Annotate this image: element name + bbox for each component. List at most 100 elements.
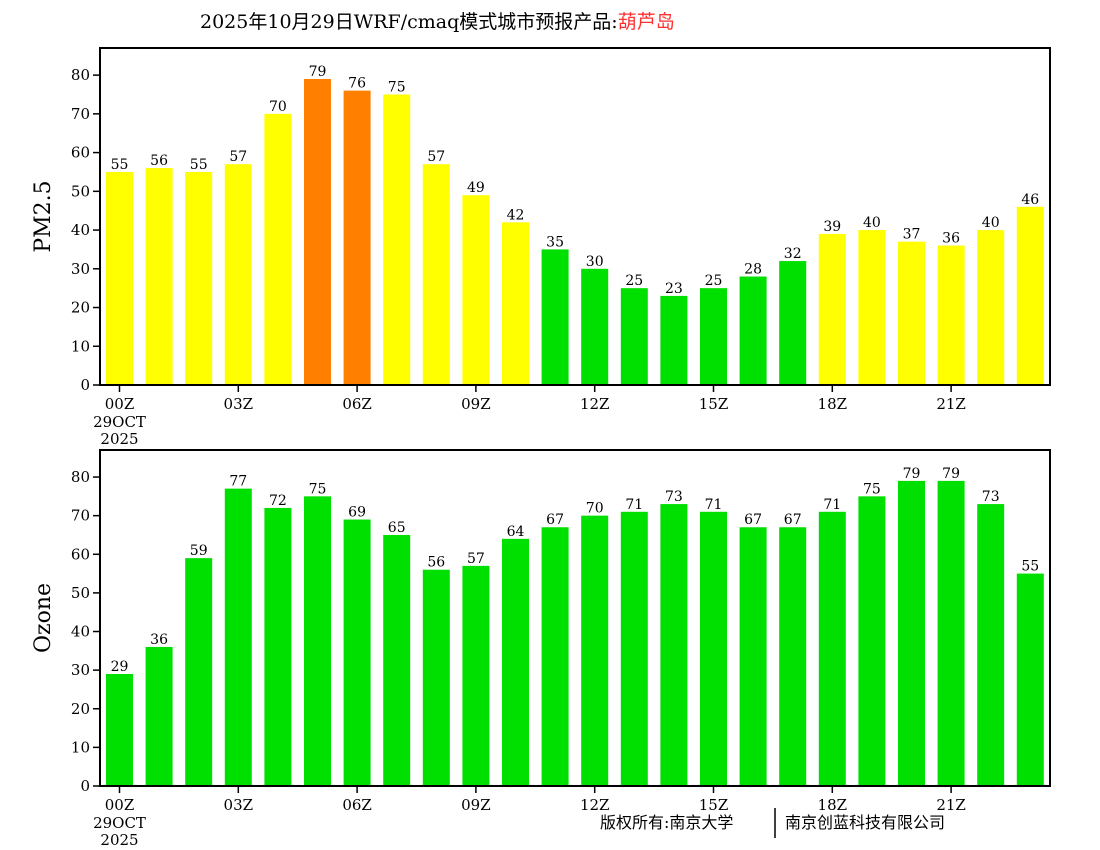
pm25-bar-label: 46 (1021, 192, 1039, 208)
ozone-bar (660, 504, 688, 786)
footer-right: 南京创蓝科技有限公司 (785, 813, 945, 832)
ozone-bar (383, 534, 411, 786)
pm25-ytick-label: 30 (71, 260, 90, 278)
ozone-ytick-label: 60 (71, 545, 90, 563)
pm25-ytick-label: 50 (71, 182, 90, 200)
pm25-xtick-label: 21Z (936, 395, 966, 413)
ozone-bar-label: 71 (823, 497, 841, 513)
ozone-bar-label: 70 (586, 501, 604, 517)
pm25-bar (106, 171, 133, 385)
pm25-bar (858, 230, 886, 385)
chart-title: 2025年10月29日WRF/cmaq模式城市预报产品:葫芦岛 (200, 11, 675, 33)
pm25-bar-label: 36 (942, 231, 960, 247)
ozone-bar-label: 67 (744, 512, 762, 528)
pm25-ylabel: PM2.5 (31, 180, 56, 252)
pm25-bar (818, 233, 846, 385)
pm25-xtick-label: 09Z (461, 395, 491, 413)
pm25-date-label: 2025 (100, 430, 138, 448)
pm25-panel: 55 56 55 57 70 79 76 75 57 49 42 35 30 25 23 25 28 32 39 40… (31, 47, 1051, 448)
ozone-bar-label: 75 (863, 481, 881, 497)
ozone-bar-label: 67 (784, 512, 802, 528)
ozone-bar-label: 57 (467, 551, 485, 567)
pm25-bar-label: 55 (190, 157, 208, 173)
ozone-bar (422, 569, 450, 786)
pm25-xtick-label: 03Z (224, 395, 254, 413)
ozone-xtick-label: 00Z (105, 796, 135, 814)
pm25-bar (422, 164, 450, 385)
pm25-xtick-label: 06Z (342, 395, 372, 413)
footer-left: 版权所有:南京大学 (600, 813, 733, 832)
ozone-bar (145, 646, 173, 786)
pm25-bar-label: 25 (625, 273, 643, 289)
ozone-xtick-label: 06Z (342, 796, 372, 814)
ozone-date-label: 29OCT (93, 814, 146, 832)
pm25-bar-label: 37 (903, 227, 921, 243)
pm25-ytick-label: 80 (71, 66, 90, 84)
ozone-xtick-label: 21Z (936, 796, 966, 814)
pm25-bar-label: 70 (269, 99, 287, 115)
pm25-bar (700, 288, 727, 385)
ozone-bar-label: 29 (111, 659, 129, 675)
pm25-bar (462, 195, 490, 385)
ozone-bar (581, 515, 609, 786)
title-prefix: 2025年10月29日WRF/cmaq模式城市预报产品: (200, 11, 618, 33)
pm25-bar-label: 76 (348, 76, 366, 92)
pm25-bar (977, 230, 1005, 385)
pm25-bar-label: 57 (427, 149, 445, 165)
ozone-bar (739, 527, 767, 786)
pm25-ytick-label: 70 (71, 105, 90, 123)
ozone-plot-frame (99, 449, 1051, 787)
ozone-bar (462, 565, 490, 786)
ozone-xtick-label: 15Z (699, 796, 729, 814)
pm25-bar-label: 25 (705, 273, 723, 289)
pm25-xtick-label: 15Z (699, 395, 729, 413)
pm25-bar (660, 295, 688, 385)
pm25-ytick-label: 20 (71, 299, 90, 317)
ozone-bar-label: 73 (982, 489, 1000, 505)
pm25-ytick-label: 10 (71, 337, 90, 355)
pm25-bar-label: 79 (309, 64, 327, 80)
pm25-bar-label: 28 (744, 262, 762, 278)
pm25-xtick-label: 12Z (580, 395, 610, 413)
pm25-bar (343, 90, 371, 385)
ozone-bar-label: 71 (625, 497, 643, 513)
pm25-ytick-label: 60 (71, 144, 90, 162)
ozone-ytick-label: 10 (71, 738, 90, 756)
ozone-bar-label: 79 (903, 466, 921, 482)
pm25-bar-label: 49 (467, 180, 485, 196)
pm25-bar (185, 171, 213, 385)
ozone-bar (700, 511, 727, 786)
ozone-xtick-label: 12Z (580, 796, 610, 814)
pm25-xtick-label: 00Z (105, 395, 135, 413)
ozone-bar (224, 488, 252, 786)
ozone-bar-label: 55 (1021, 559, 1039, 575)
pm25-bar (739, 276, 767, 385)
pm25-bar-label: 39 (823, 219, 841, 235)
pm25-bar (581, 268, 609, 385)
ozone-bar-label: 67 (546, 512, 564, 528)
pm25-bar-label: 30 (586, 254, 604, 270)
ozone-bar (304, 496, 331, 786)
ozone-bar (977, 504, 1005, 786)
pm25-bar (779, 261, 807, 385)
ozone-bar-label: 59 (190, 543, 208, 559)
pm25-bar-label: 40 (982, 215, 1000, 231)
ozone-bar-label: 36 (150, 632, 168, 648)
pm25-bar (1016, 206, 1044, 385)
ozone-bar (779, 527, 807, 786)
ozone-bar-label: 72 (269, 493, 287, 509)
title-city: 葫芦岛 (618, 11, 675, 33)
pm25-bar (620, 288, 648, 385)
ozone-bar-label: 73 (665, 489, 683, 505)
ozone-bar (106, 674, 133, 786)
ozone-ytick-label: 50 (71, 584, 90, 602)
ozone-xtick-label: 18Z (818, 796, 848, 814)
pm25-bar-label: 75 (388, 79, 406, 95)
pm25-bar (145, 168, 173, 385)
pm25-bar (304, 78, 331, 386)
pm25-bar (502, 222, 529, 385)
ozone-bar-label: 77 (229, 474, 247, 490)
ozone-bar-label: 71 (705, 497, 723, 513)
pm25-bar-label: 55 (111, 157, 129, 173)
